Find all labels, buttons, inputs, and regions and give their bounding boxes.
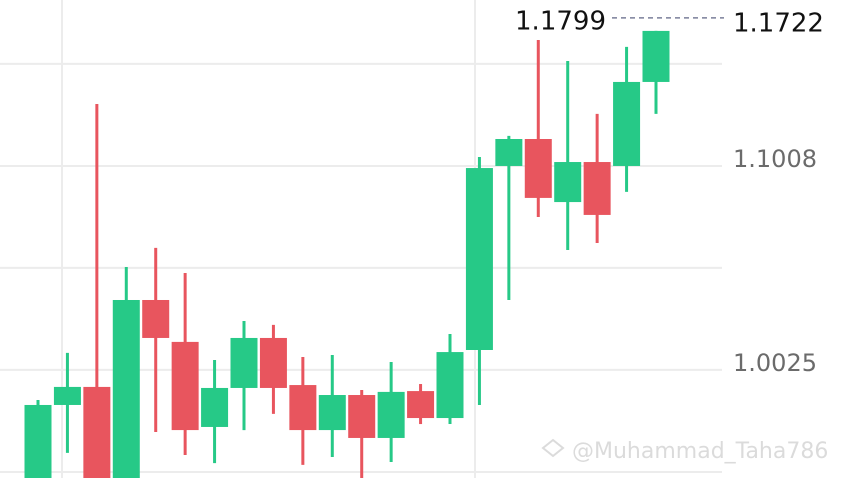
last-price-label: 1.1722 <box>733 8 824 38</box>
candle-body <box>495 139 523 166</box>
candle-body <box>171 341 199 431</box>
candle-body <box>83 386 111 478</box>
candle-body <box>377 391 405 438</box>
candle <box>142 247 170 432</box>
candle <box>348 390 376 478</box>
candle-body <box>613 81 641 166</box>
candle-body <box>554 162 582 203</box>
candle <box>171 273 199 455</box>
y-tick-label: 1.0025 <box>733 349 817 377</box>
candle <box>83 103 111 478</box>
candle <box>201 359 229 464</box>
candle <box>24 399 52 478</box>
candle <box>289 357 317 465</box>
candle <box>613 46 641 192</box>
candle <box>377 362 405 463</box>
candle-body <box>142 299 170 338</box>
candle <box>524 40 552 218</box>
candle <box>318 354 346 458</box>
candle <box>583 113 611 243</box>
candle <box>436 334 464 425</box>
candle-body <box>524 139 552 198</box>
candle <box>407 384 435 425</box>
candle-body <box>436 352 464 419</box>
y-tick-label: 1.1008 <box>733 145 817 173</box>
candle-body <box>642 30 670 82</box>
candle <box>53 352 81 453</box>
watermark-text: @Muhammad_Taha786 <box>572 439 828 464</box>
candle <box>495 135 523 300</box>
candle-body <box>112 299 140 478</box>
candle <box>230 320 258 431</box>
candle-body <box>24 404 52 478</box>
candle-body <box>318 395 346 431</box>
candle-body <box>583 162 611 215</box>
candle-body <box>407 391 435 419</box>
candle-body <box>230 337 258 388</box>
watermark: @Muhammad_Taha786 <box>541 438 828 464</box>
candle <box>554 60 582 250</box>
candle-body <box>289 385 317 431</box>
candle <box>259 324 287 414</box>
candle <box>642 30 670 114</box>
candle-body <box>348 395 376 438</box>
candle <box>112 267 140 478</box>
candle <box>465 157 493 405</box>
candle-body <box>465 168 493 350</box>
candle-body <box>201 387 229 427</box>
candle-body <box>259 337 287 388</box>
max-high-label: 1.1799 <box>515 6 606 36</box>
candle-body <box>53 386 81 405</box>
watermark-logo <box>541 438 565 458</box>
